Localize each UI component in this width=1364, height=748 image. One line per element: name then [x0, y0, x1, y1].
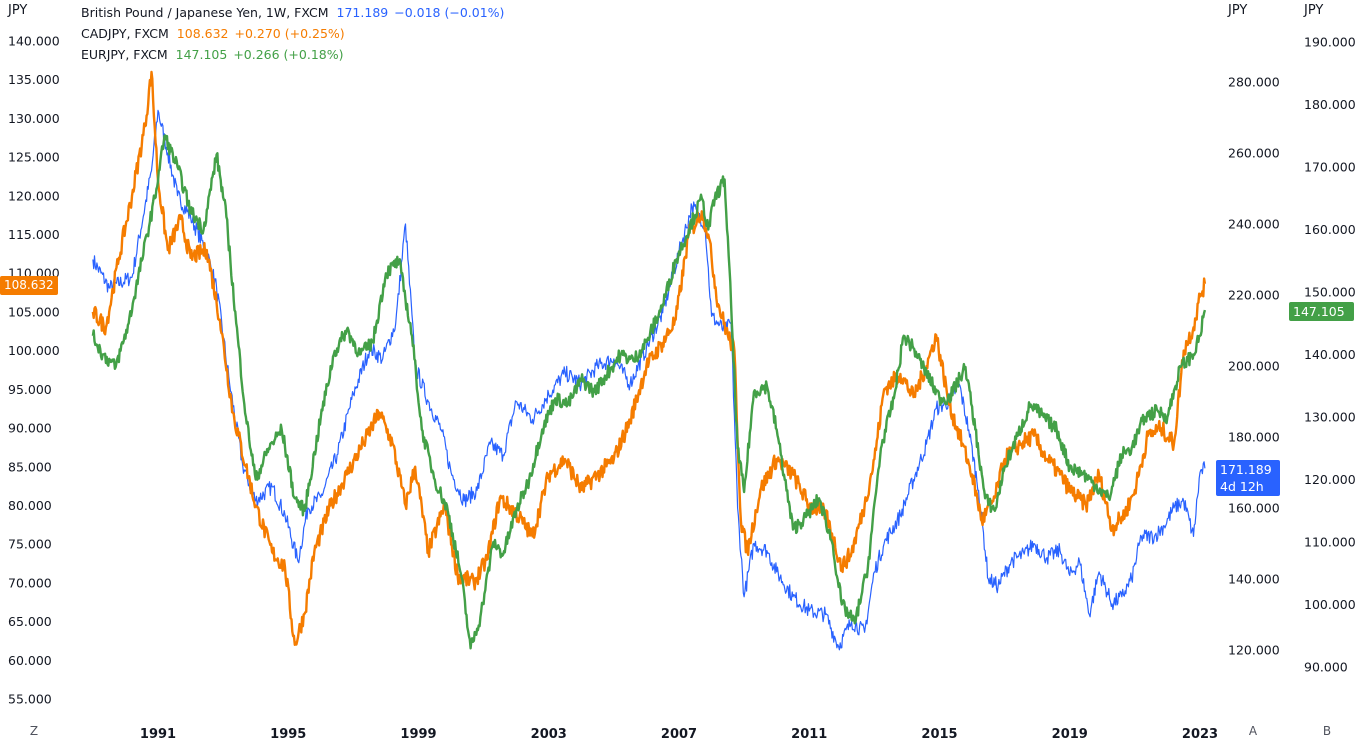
right-axis-b-tick: 140.000 [1304, 347, 1356, 362]
left-axis-tick: 130.000 [8, 111, 60, 126]
left-axis-tick: 140.000 [8, 34, 60, 49]
time-axis-tick: 1995 [270, 727, 306, 742]
legend-symbol: British Pound / Japanese Yen, 1W, FXCM [81, 5, 329, 20]
time-axis-tick: 1999 [400, 727, 436, 742]
legend-row-eurjpy[interactable]: EURJPY, FXCM 147.105 +0.266 (+0.18%) [81, 46, 344, 63]
left-axis-tick: 70.000 [8, 575, 52, 590]
legend-value: 108.632 [176, 26, 229, 41]
legend-change: −0.018 (−0.01%) [394, 5, 505, 20]
right-axis-a-tick: 180.000 [1228, 430, 1280, 445]
right-axis-b-tick: 100.000 [1304, 597, 1356, 612]
right-axis-a-tick: 200.000 [1228, 359, 1280, 374]
left-axis-tick: 75.000 [8, 537, 52, 552]
right-axis-a-tick: 120.000 [1228, 643, 1280, 658]
right-axis-b-tick: 160.000 [1304, 222, 1356, 237]
right-axis-a-tick: 240.000 [1228, 217, 1280, 232]
time-axis-tick: 2003 [531, 727, 567, 742]
left-axis-tick: 60.000 [8, 653, 52, 668]
right-axis-b-tick: 120.000 [1304, 472, 1356, 487]
eurjpy-price-tag: 147.105 [1289, 302, 1354, 321]
right-axis-a-tick: 140.000 [1228, 572, 1280, 587]
legend-value: 171.189 [336, 5, 389, 20]
time-axis[interactable]: 1991 1995 1999 2003 2007 2011 2015 2019 2023 [140, 727, 1218, 742]
right-axis-b-tick: 90.000 [1304, 660, 1348, 675]
cadjpy-price-tag: 108.632 [0, 276, 58, 295]
left-axis-tick: 55.000 [8, 692, 52, 707]
gbpjpy-price: 171.189 [1220, 462, 1272, 477]
right-axis-b-tick: 150.000 [1304, 285, 1356, 300]
legend-row-gbpjpy[interactable]: British Pound / Japanese Yen, 1W, FXCM 17… [81, 4, 504, 21]
left-axis-tick: 125.000 [8, 150, 60, 165]
left-axis-unit: JPY [8, 3, 28, 18]
time-axis-tick: 2023 [1182, 727, 1218, 742]
left-axis-tick: 90.000 [8, 421, 52, 436]
right-axis-a-unit: JPY [1228, 3, 1248, 18]
left-scale-label[interactable]: Z [29, 724, 39, 738]
left-axis-tick: 135.000 [8, 72, 60, 87]
left-axis-tick: 65.000 [8, 614, 52, 629]
right-axis-a-tick: 280.000 [1228, 75, 1280, 90]
right-axis-b-tick: 170.000 [1304, 160, 1356, 175]
right-price-axis-b[interactable]: 190.000 180.000 170.000 160.000 150.000 140.0… [1304, 35, 1356, 675]
right-axis-a-tick: 220.000 [1228, 288, 1280, 303]
time-axis-tick: 2007 [661, 727, 697, 742]
right-axis-b-tick: 190.000 [1304, 35, 1356, 50]
left-price-axis[interactable]: 140.000 135.000 130.000 125.000 120.000 115.0… [8, 34, 60, 707]
legend-change: +0.270 (+0.25%) [234, 26, 345, 41]
left-axis-tick: 95.000 [8, 382, 52, 397]
legend-symbol: EURJPY, FXCM [81, 47, 168, 62]
time-axis-tick: 1991 [140, 727, 176, 742]
right-axis-b-unit: JPY [1304, 3, 1324, 18]
left-axis-tick: 80.000 [8, 498, 52, 513]
right-axis-a-tick: 260.000 [1228, 146, 1280, 161]
right-axis-b-tick: 130.000 [1304, 410, 1356, 425]
series-line-eurjpy [91, 134, 1207, 650]
series-layer [91, 70, 1207, 651]
bar-countdown: 4d 12h [1220, 479, 1264, 494]
series-line-cadjpy [91, 70, 1207, 646]
right-axis-b-tick: 180.000 [1304, 97, 1356, 112]
right-scale-a-label[interactable]: A [1248, 724, 1258, 738]
left-axis-tick: 105.000 [8, 304, 60, 319]
left-axis-tick: 85.000 [8, 459, 52, 474]
legend-row-cadjpy[interactable]: CADJPY, FXCM 108.632 +0.270 (+0.25%) [81, 25, 345, 42]
time-axis-tick: 2011 [791, 727, 827, 742]
right-axis-a-tick: 160.000 [1228, 501, 1280, 516]
left-axis-tick: 120.000 [8, 188, 60, 203]
right-price-axis-a[interactable]: 280.000 260.000 240.000 220.000 200.000 180.0… [1228, 75, 1280, 658]
series-line-gbpjpy [92, 109, 1206, 651]
time-axis-tick: 2015 [921, 727, 957, 742]
legend-symbol: CADJPY, FXCM [81, 26, 169, 41]
legend-change: +0.266 (+0.18%) [233, 47, 344, 62]
left-axis-tick: 100.000 [8, 343, 60, 358]
right-axis-b-tick: 110.000 [1304, 535, 1356, 550]
gbpjpy-price-tag: 171.189 4d 12h [1216, 460, 1280, 496]
right-scale-b-label[interactable]: B [1322, 724, 1332, 738]
legend-value: 147.105 [175, 47, 228, 62]
time-axis-tick: 2019 [1052, 727, 1088, 742]
left-axis-tick: 115.000 [8, 227, 60, 242]
